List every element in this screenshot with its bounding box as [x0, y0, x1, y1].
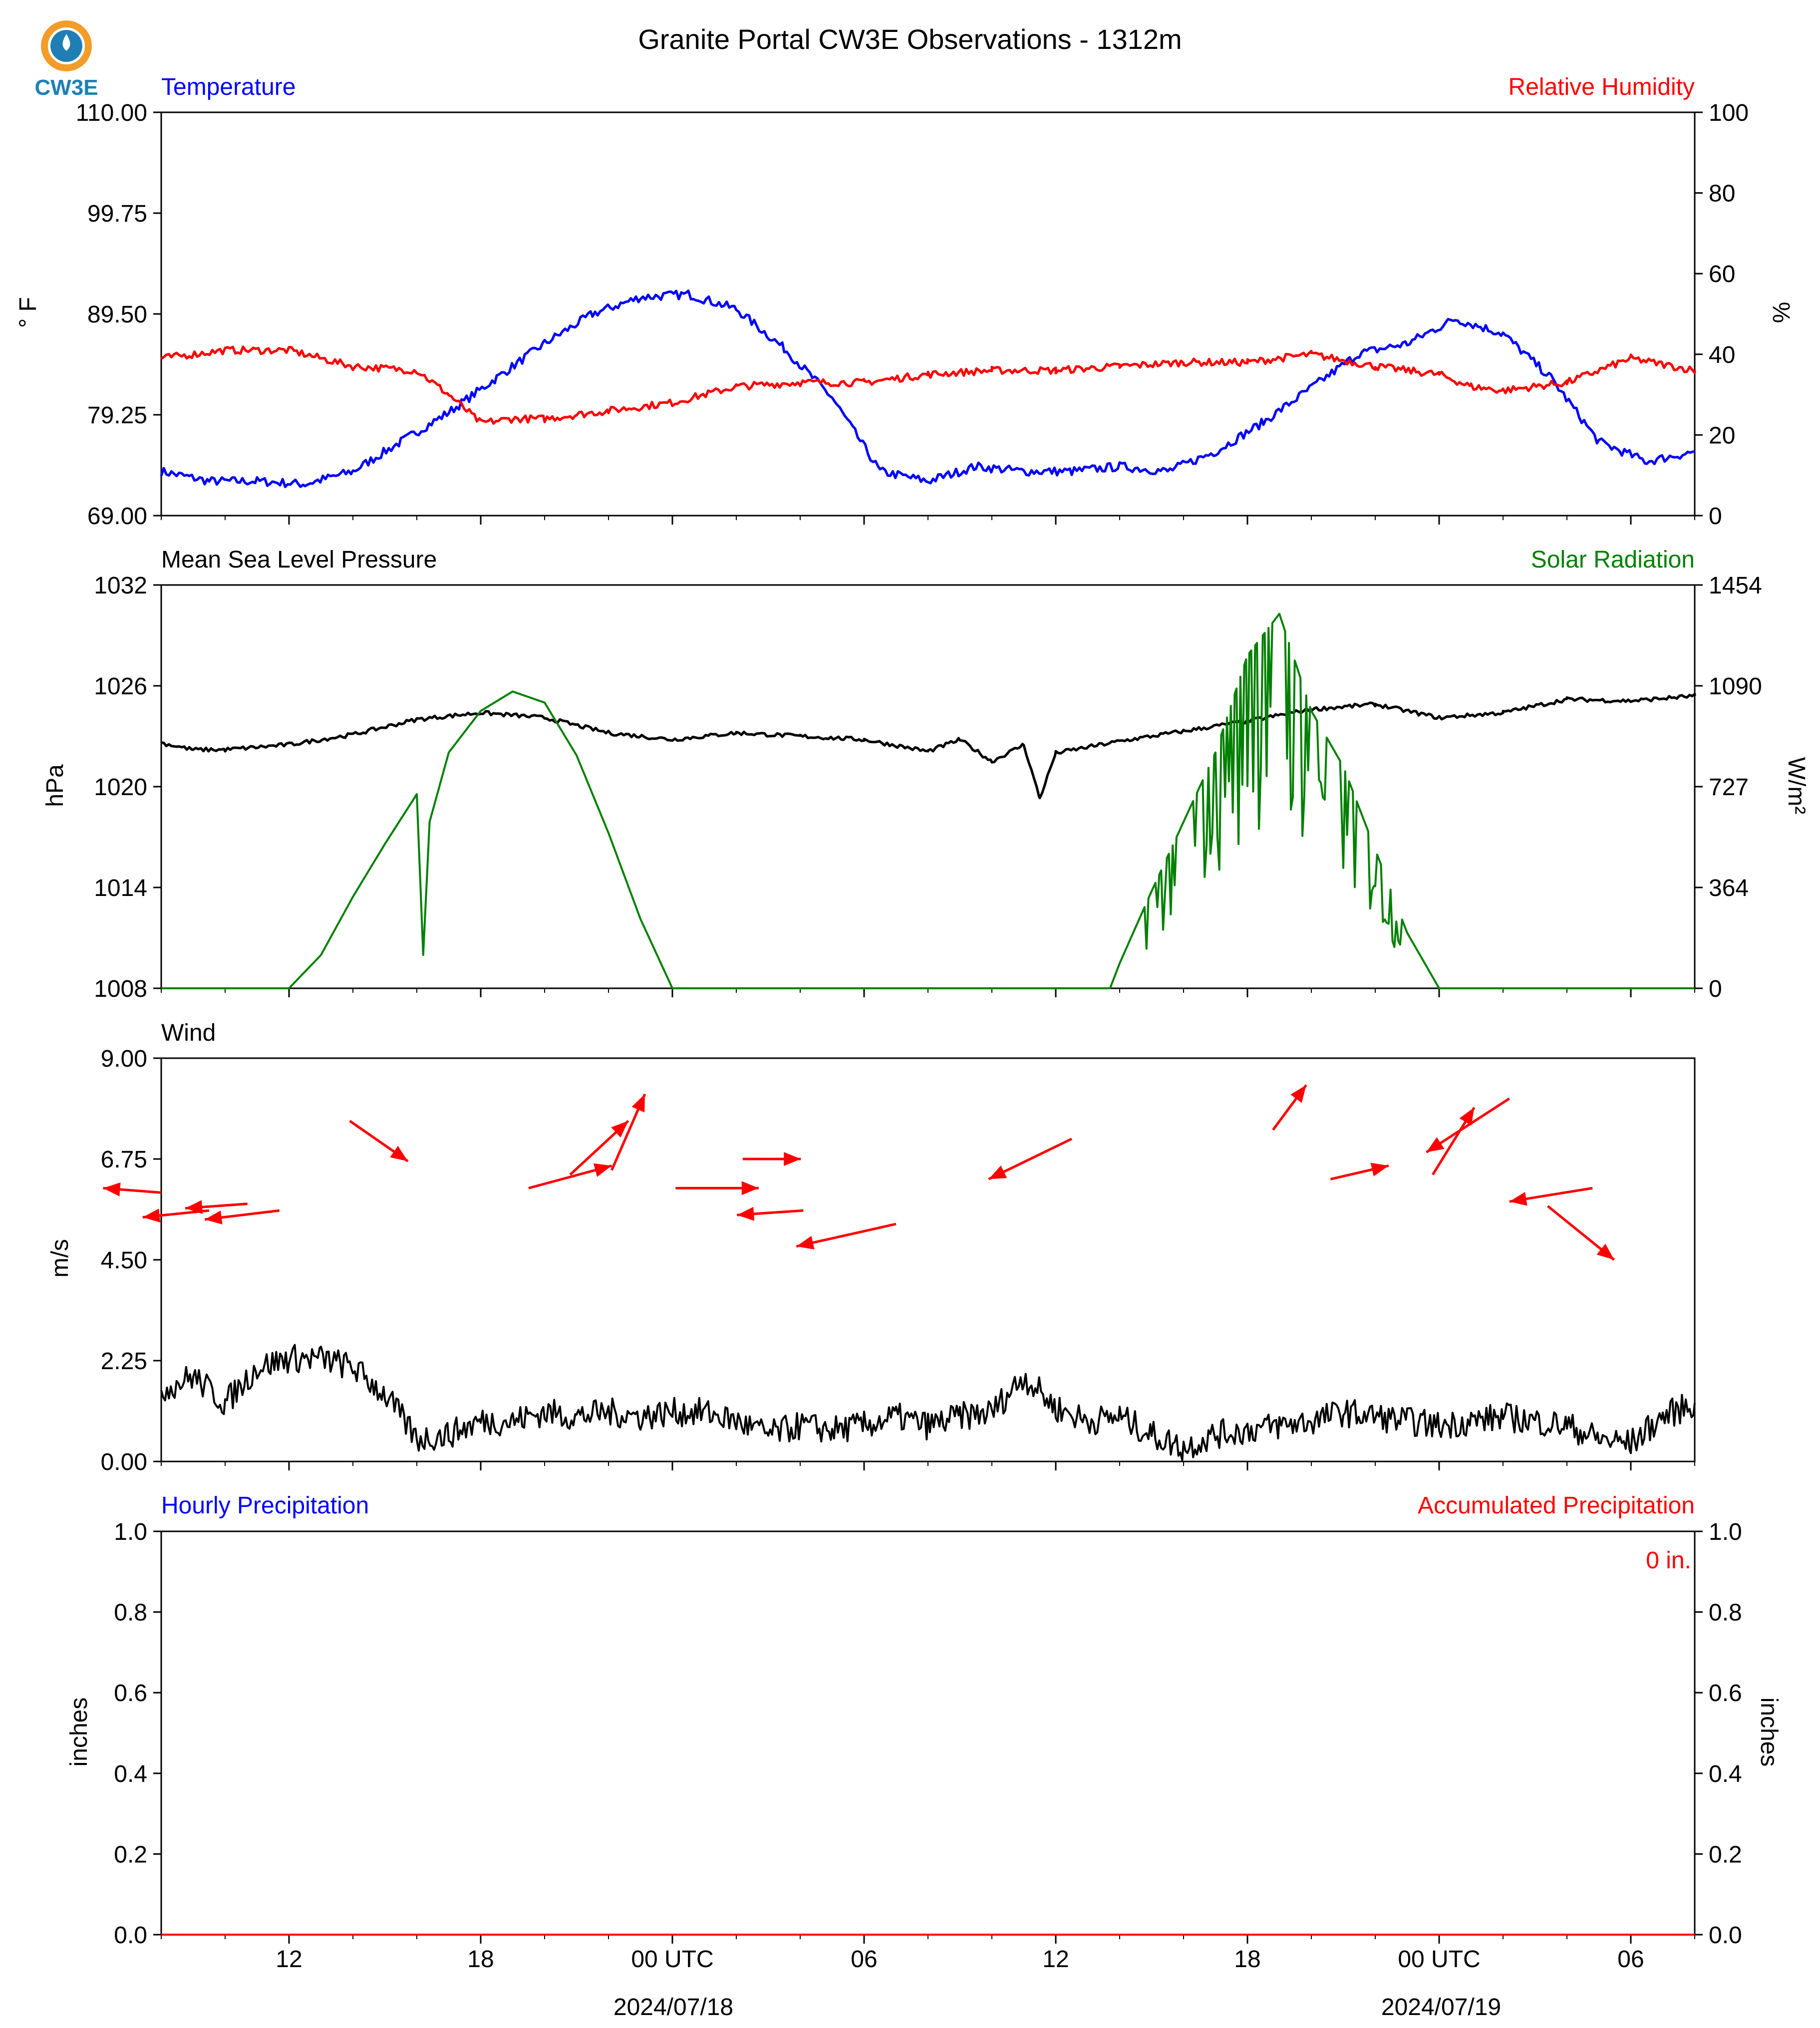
- humidity-title: Relative Humidity: [1509, 74, 1695, 100]
- x-tick-label: 00 UTC: [1398, 1946, 1480, 1973]
- y-left-tick-label: 0.2: [114, 1841, 147, 1868]
- y-left-tick-label: 0.0: [114, 1922, 147, 1949]
- x-tick-label: 18: [467, 1946, 494, 1973]
- wind-arrow-head: [631, 1094, 645, 1113]
- cw3e-logo: CW3E: [34, 20, 98, 100]
- y-right-tick-label: 0.0: [1709, 1922, 1742, 1949]
- humidity-ylabel: %: [1768, 302, 1794, 323]
- y-left-tick-label: 110.00: [76, 100, 147, 126]
- y-right-tick-label: 100: [1709, 100, 1749, 126]
- y-right-tick-label: 60: [1709, 261, 1735, 288]
- temperature-title: Temperature: [161, 74, 296, 100]
- pressure-line: [161, 693, 1696, 800]
- y-left-tick-label: 1026: [94, 673, 147, 700]
- solar-radiation-line: [161, 612, 1695, 989]
- y-right-tick-label: 727: [1709, 774, 1749, 801]
- y-right-tick-label: 20: [1709, 422, 1735, 449]
- y-left-tick-label: 1014: [94, 875, 147, 901]
- logo-drop-icon: [62, 34, 70, 51]
- date-label-0718: 2024/07/18: [613, 1994, 733, 2021]
- wind-arrow-head: [1459, 1107, 1475, 1126]
- wind-arrow-head: [1290, 1085, 1306, 1103]
- y-right-tick-label: 0: [1709, 976, 1722, 1002]
- wind-arrow-head: [988, 1165, 1007, 1179]
- temperature-line: [160, 290, 1695, 488]
- wind-arrow-head: [593, 1163, 612, 1177]
- wind-arrow-head: [741, 1181, 759, 1195]
- logo-text: CW3E: [34, 75, 98, 100]
- y-left-tick-label: 0.4: [114, 1761, 147, 1787]
- humidity-line: [160, 345, 1696, 425]
- y-right-tick-label: 0.6: [1709, 1680, 1742, 1707]
- date-label-0719: 2024/07/19: [1381, 1994, 1501, 2021]
- solar-ylabel: W/m²: [1783, 757, 1810, 815]
- precip-ylabel-left: inches: [66, 1698, 92, 1767]
- wind-title: Wind: [161, 1020, 216, 1046]
- y-right-tick-label: 80: [1709, 181, 1735, 207]
- y-left-tick-label: 1032: [94, 573, 147, 599]
- y-left-tick-label: 1.0: [114, 1519, 147, 1545]
- hourly-precip-title: Hourly Precipitation: [161, 1492, 369, 1519]
- y-left-tick-label: 9.00: [101, 1046, 147, 1072]
- figure-title: Granite Portal CW3E Observations - 1312m: [638, 23, 1182, 55]
- wind-arrow-head: [796, 1235, 815, 1250]
- wind-speed-line: [160, 1344, 1696, 1461]
- x-tick-label: 00 UTC: [631, 1946, 713, 1973]
- wind-arrow-head: [737, 1206, 755, 1221]
- panel-1-frame: [160, 111, 1696, 517]
- y-right-tick-label: 364: [1709, 875, 1749, 901]
- y-right-tick-label: 1090: [1709, 673, 1762, 700]
- wind-arrow-head: [1426, 1137, 1445, 1153]
- x-tick-label: 18: [1234, 1946, 1260, 1973]
- y-right-tick-label: 0.4: [1709, 1761, 1742, 1787]
- y-left-tick-label: 2.25: [101, 1348, 147, 1375]
- logo-ring-icon: [41, 20, 92, 71]
- precip-ylabel-right: inches: [1756, 1698, 1782, 1767]
- wind-arrow-head: [1370, 1162, 1389, 1176]
- accum-precip-total: 0 in.: [1646, 1547, 1691, 1574]
- accum-precip-title: Accumulated Precipitation: [1418, 1492, 1695, 1519]
- y-right-tick-label: 0.8: [1709, 1600, 1742, 1626]
- panel-2-frame: [160, 584, 1696, 989]
- y-left-tick-label: 0.6: [114, 1680, 147, 1707]
- wind-arrow-head: [784, 1152, 801, 1166]
- wind-arrow-head: [142, 1208, 161, 1223]
- solar-title: Solar Radiation: [1531, 547, 1695, 573]
- y-right-tick-label: 0.2: [1709, 1841, 1742, 1868]
- x-tick-label: 06: [1617, 1946, 1644, 1973]
- wind-arrow-head: [1509, 1192, 1527, 1206]
- x-tick-label: 06: [851, 1946, 877, 1973]
- wind-arrow-head: [611, 1121, 628, 1138]
- y-left-tick-label: 1020: [94, 774, 147, 801]
- y-left-tick-label: 0.8: [114, 1600, 147, 1626]
- pressure-ylabel: hPa: [42, 764, 68, 807]
- y-right-tick-label: 0: [1709, 503, 1722, 530]
- x-tick-label: 12: [1042, 1946, 1069, 1973]
- y-left-tick-label: 99.75: [87, 201, 147, 227]
- y-left-tick-label: 1008: [94, 976, 147, 1002]
- wind-arrow-head: [1596, 1243, 1614, 1260]
- y-right-tick-label: 1.0: [1709, 1519, 1742, 1545]
- y-left-tick-label: 0.00: [101, 1449, 147, 1475]
- x-tick-label: 12: [276, 1946, 302, 1973]
- y-left-tick-label: 69.00: [87, 503, 147, 530]
- wind-arrow-head: [185, 1200, 203, 1214]
- wind-arrow-head: [205, 1210, 223, 1225]
- y-left-tick-label: 79.25: [87, 402, 147, 429]
- temperature-ylabel: ° F: [15, 297, 41, 328]
- y-right-tick-label: 1454: [1709, 573, 1762, 599]
- panel-4-frame: [160, 1530, 1696, 1936]
- y-left-tick-label: 6.75: [101, 1147, 147, 1173]
- wind-arrow-head: [103, 1182, 121, 1196]
- pressure-title: Mean Sea Level Pressure: [161, 547, 437, 573]
- wind-arrow-shaft: [796, 1222, 897, 1248]
- wind-arrow-head: [390, 1146, 408, 1161]
- y-right-tick-label: 40: [1709, 342, 1735, 368]
- y-left-tick-label: 89.50: [87, 301, 147, 328]
- plot-layer: 69.00 79.25 89.50 99.75 110.00 0 20 40 60 80 100 10…: [76, 100, 1762, 1973]
- y-left-tick-label: 4.50: [101, 1247, 147, 1274]
- wind-ylabel: m/s: [47, 1239, 73, 1277]
